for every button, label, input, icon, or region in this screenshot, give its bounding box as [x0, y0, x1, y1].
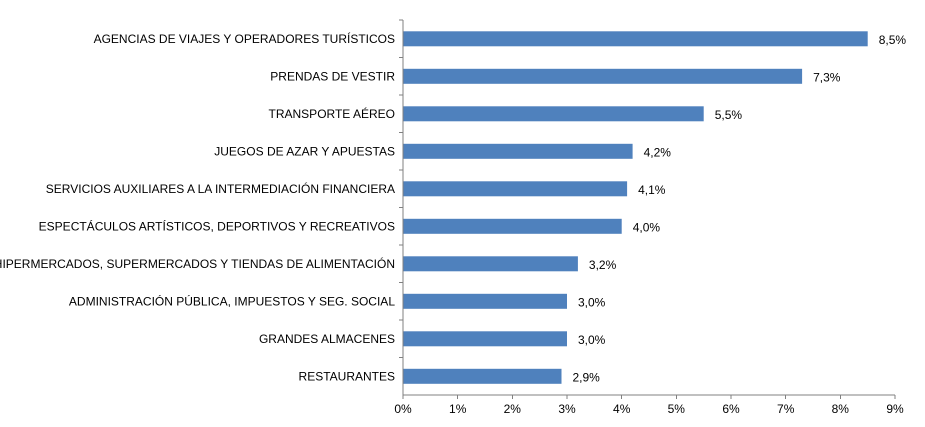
category-label-espectaculos-artisticos-deportivos-y-recreativos: ESPECTÁCULOS ARTÍSTICOS, DEPORTIVOS Y RE… [39, 218, 395, 233]
category-label-agencias-de-viajes-y-operadores-turisticos: AGENCIAS DE VIAJES Y OPERADORES TURÍSTIC… [94, 31, 395, 46]
value-labels: 8,5% 7,3% 5,5% 4,2% 4,1% 4,0% 3,2% 3,0% 3,0% 2,9% [573, 33, 907, 384]
x-tick-label: 5% [668, 402, 686, 416]
value-label-restaurantes: 2,9% [573, 370, 601, 384]
category-label-juegos-de-azar-y-apuestas: JUEGOS DE AZAR Y APUESTAS [214, 144, 395, 158]
value-label-administracion-publica-impuestos-y-seg-social: 3,0% [578, 295, 606, 309]
bar-administracion-publica-impuestos-y-seg-social [403, 293, 567, 309]
x-tick-label: 8% [832, 402, 850, 416]
value-label-espectaculos-artisticos-deportivos-y-recreativos: 4,0% [633, 220, 661, 234]
category-labels: AGENCIAS DE VIAJES Y OPERADORES TURÍSTIC… [0, 19, 403, 383]
bar-hipermercados-supermercados-y-tiendas-de-alimentacion [403, 256, 578, 272]
category-label-hipermercados-supermercados-y-tiendas-de-alimentacion: HIPERMERCADOS, SUPERMERCADOS Y TIENDAS D… [0, 256, 395, 271]
category-label-prendas-de-vestir: PRENDAS DE VESTIR [270, 69, 395, 83]
category-label-grandes-almacenes: GRANDES ALMACENES [259, 332, 395, 346]
category-label-servicios-auxiliares-a-la-intermediacion-financiera: SERVICIOS AUXILIARES A LA INTERMEDIACIÓN… [46, 181, 395, 196]
category-label-administracion-publica-impuestos-y-seg-social: ADMINISTRACIÓN PÚBLICA, IMPUESTOS Y SEG.… [69, 293, 395, 308]
x-tick-label: 2% [504, 402, 522, 416]
bar-transporte-aereo [403, 106, 704, 122]
x-tick-label: 6% [722, 402, 740, 416]
x-tick-label: 9% [886, 402, 904, 416]
x-tick-label: 3% [558, 402, 576, 416]
bar-juegos-de-azar-y-apuestas [403, 143, 633, 159]
value-label-hipermercados-supermercados-y-tiendas-de-alimentacion: 3,2% [589, 258, 617, 272]
bar-prendas-de-vestir [403, 68, 803, 84]
value-label-transporte-aereo: 5,5% [715, 108, 743, 122]
x-tick-label: 7% [777, 402, 795, 416]
bar-servicios-auxiliares-a-la-intermediacion-financiera [403, 181, 628, 197]
category-label-restaurantes: RESTAURANTES [299, 369, 395, 383]
bar-agencias-de-viajes-y-operadores-turisticos [403, 31, 868, 47]
value-label-prendas-de-vestir: 7,3% [813, 70, 841, 84]
value-label-agencias-de-viajes-y-operadores-turisticos: 8,5% [879, 33, 907, 47]
category-label-transporte-aereo: TRANSPORTE AÉREO [269, 106, 395, 121]
value-label-servicios-auxiliares-a-la-intermediacion-financiera: 4,1% [638, 183, 666, 197]
bar-restaurantes [403, 368, 562, 384]
value-label-juegos-de-azar-y-apuestas: 4,2% [644, 145, 672, 159]
x-tick-label: 1% [449, 402, 467, 416]
bar-grandes-almacenes [403, 331, 567, 347]
bar-espectaculos-artisticos-deportivos-y-recreativos [403, 218, 622, 234]
x-axis: 0% 1% 2% 3% 4% 5% 6% 7% 8% 9% [394, 394, 904, 416]
x-tick-label: 4% [613, 402, 631, 416]
value-label-grandes-almacenes: 3,0% [578, 333, 606, 347]
bars-group [403, 31, 868, 384]
x-tick-label: 0% [394, 402, 412, 416]
